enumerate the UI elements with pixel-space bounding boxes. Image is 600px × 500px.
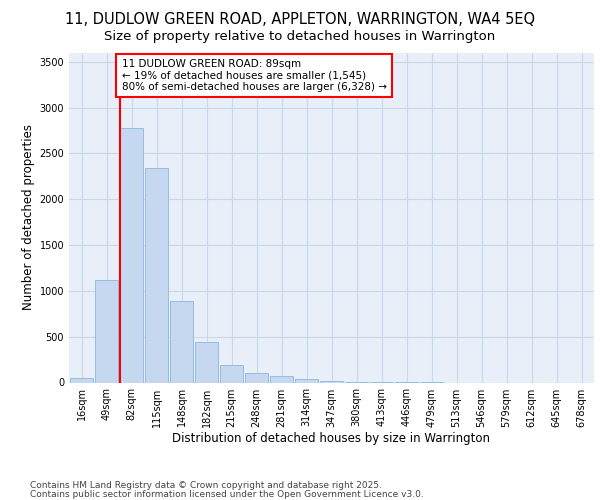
Y-axis label: Number of detached properties: Number of detached properties <box>22 124 35 310</box>
Bar <box>220 364 243 382</box>
Bar <box>195 342 218 382</box>
Bar <box>270 376 293 382</box>
Text: 11, DUDLOW GREEN ROAD, APPLETON, WARRINGTON, WA4 5EQ: 11, DUDLOW GREEN ROAD, APPLETON, WARRING… <box>65 12 535 28</box>
Text: Size of property relative to detached houses in Warrington: Size of property relative to detached ho… <box>104 30 496 43</box>
Bar <box>320 381 343 382</box>
Bar <box>245 374 268 382</box>
Bar <box>145 168 168 382</box>
Bar <box>120 128 143 382</box>
Bar <box>95 280 118 382</box>
Bar <box>170 301 193 382</box>
Text: Contains public sector information licensed under the Open Government Licence v3: Contains public sector information licen… <box>30 490 424 499</box>
Text: 11 DUDLOW GREEN ROAD: 89sqm
← 19% of detached houses are smaller (1,545)
80% of : 11 DUDLOW GREEN ROAD: 89sqm ← 19% of det… <box>121 59 386 92</box>
Bar <box>70 378 93 382</box>
Text: Contains HM Land Registry data © Crown copyright and database right 2025.: Contains HM Land Registry data © Crown c… <box>30 481 382 490</box>
X-axis label: Distribution of detached houses by size in Warrington: Distribution of detached houses by size … <box>173 432 491 446</box>
Bar <box>295 379 318 382</box>
